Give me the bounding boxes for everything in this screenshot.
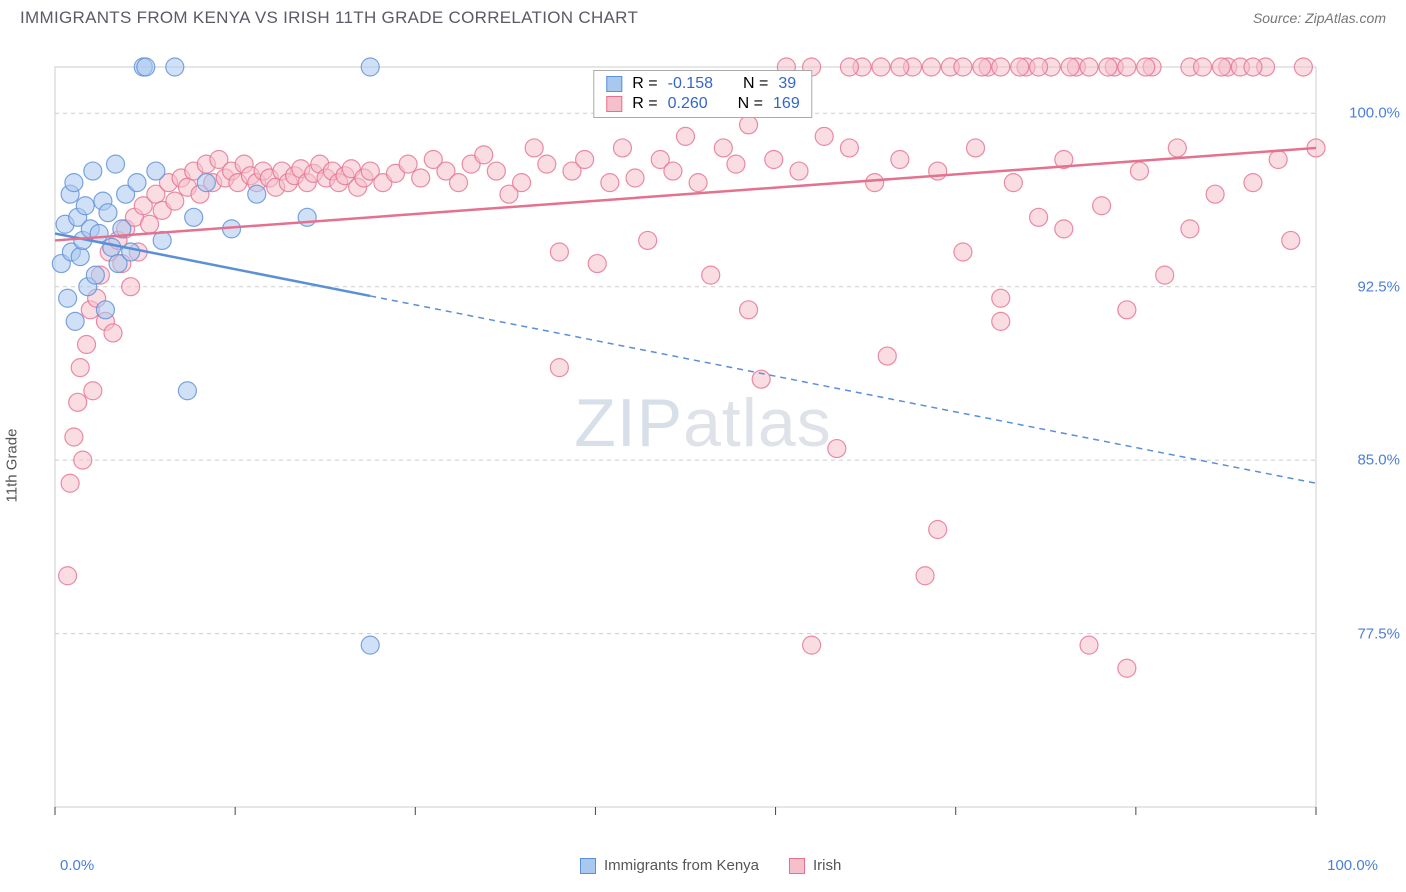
footer-legend: 0.0% Immigrants from Kenya Irish 100.0% bbox=[0, 853, 1406, 882]
legend-row-kenya: R = -0.158 N = 39 bbox=[606, 75, 799, 93]
legend-label-irish: Irish bbox=[813, 857, 841, 874]
r-value-irish: 0.260 bbox=[668, 95, 708, 113]
legend-swatch-kenya bbox=[606, 76, 622, 92]
legend-item-irish: Irish bbox=[789, 857, 841, 874]
r-label: R = bbox=[632, 95, 657, 113]
legend-swatch-irish bbox=[606, 96, 622, 112]
legend-item-kenya: Immigrants from Kenya bbox=[580, 857, 759, 874]
n-label: N = bbox=[738, 95, 763, 113]
n-value-kenya: 39 bbox=[778, 75, 796, 93]
chart-container: 11th Grade ZIPatlas R = -0.158 N = 39 R … bbox=[0, 32, 1406, 882]
y-tick-label: 92.5% bbox=[1357, 278, 1400, 295]
y-tick-label: 77.5% bbox=[1357, 625, 1400, 642]
y-tick-label: 85.0% bbox=[1357, 452, 1400, 469]
chart-source: Source: ZipAtlas.com bbox=[1253, 10, 1386, 26]
legend-label-kenya: Immigrants from Kenya bbox=[604, 857, 759, 874]
y-tick-label: 100.0% bbox=[1349, 105, 1400, 122]
r-value-kenya: -0.158 bbox=[668, 75, 713, 93]
legend-row-irish: R = 0.260 N = 169 bbox=[606, 95, 799, 113]
x-axis-high-label: 100.0% bbox=[1327, 857, 1378, 874]
scatter-plot bbox=[0, 32, 1406, 852]
chart-header: IMMIGRANTS FROM KENYA VS IRISH 11TH GRAD… bbox=[0, 0, 1406, 32]
x-axis-low-label: 0.0% bbox=[60, 857, 94, 874]
n-value-irish: 169 bbox=[773, 95, 800, 113]
chart-title: IMMIGRANTS FROM KENYA VS IRISH 11TH GRAD… bbox=[20, 8, 638, 28]
legend-swatch-kenya-icon bbox=[580, 858, 596, 874]
legend-swatch-irish-icon bbox=[789, 858, 805, 874]
n-label: N = bbox=[743, 75, 768, 93]
r-label: R = bbox=[632, 75, 657, 93]
y-axis-label: 11th Grade bbox=[4, 429, 21, 503]
correlation-legend: R = -0.158 N = 39 R = 0.260 N = 169 bbox=[593, 70, 812, 118]
